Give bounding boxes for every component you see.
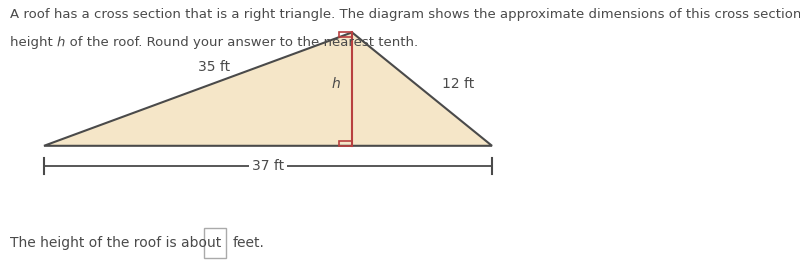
Text: 35 ft: 35 ft bbox=[198, 60, 230, 74]
Polygon shape bbox=[44, 32, 492, 146]
Text: height ℎ of the roof. Round your answer to the nearest tenth.: height ℎ of the roof. Round your answer … bbox=[10, 36, 418, 49]
FancyBboxPatch shape bbox=[204, 228, 226, 258]
Text: 12 ft: 12 ft bbox=[442, 77, 474, 91]
Text: h: h bbox=[331, 77, 340, 91]
Text: A roof has a cross section that is a right triangle. The diagram shows the appro: A roof has a cross section that is a rig… bbox=[10, 8, 800, 21]
Text: 37 ft: 37 ft bbox=[252, 159, 284, 173]
Text: The height of the roof is about: The height of the roof is about bbox=[10, 236, 221, 250]
Text: feet.: feet. bbox=[233, 236, 265, 250]
